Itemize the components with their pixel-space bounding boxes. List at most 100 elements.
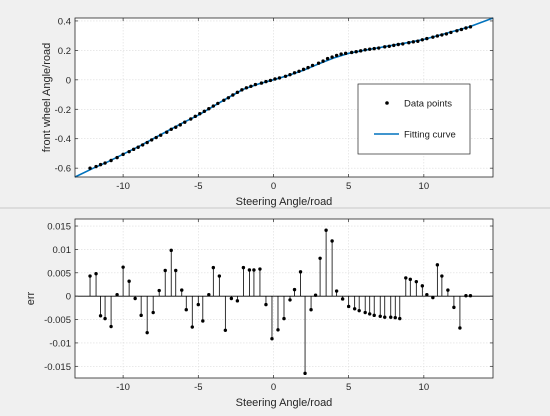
bottom-y-tick-label: 0.01	[53, 245, 72, 256]
err-stem-marker	[270, 337, 274, 341]
top-y-tick-label: -0.6	[55, 164, 71, 175]
bottom-axes-frame	[74, 218, 494, 379]
data-point	[325, 56, 330, 61]
data-point	[372, 46, 376, 51]
err-stem-marker	[247, 268, 252, 272]
err-stem-marker	[98, 314, 103, 318]
data-point	[301, 67, 306, 72]
bottom-x-tick-label: 10	[419, 382, 430, 393]
err-stem-marker	[398, 316, 402, 321]
data-point	[297, 69, 301, 73]
err-stem-marker	[163, 268, 167, 273]
data-point	[154, 135, 158, 140]
data-point	[103, 161, 107, 165]
data-point	[136, 145, 140, 149]
top-x-tick-label: -5	[194, 181, 202, 192]
data-point	[249, 84, 253, 89]
top-y-axis-label: front wheel Angle/road	[41, 43, 53, 152]
err-stem-marker	[420, 284, 425, 288]
data-point	[363, 48, 367, 52]
data-point	[358, 49, 363, 53]
top-x-tick-label: 5	[346, 181, 351, 192]
data-point	[159, 133, 163, 137]
err-stem-marker	[288, 298, 292, 302]
bottom-x-tick-label: 5	[346, 382, 351, 393]
top-y-tick-label: -0.4	[55, 134, 71, 145]
data-point	[253, 82, 258, 87]
err-stem-marker	[282, 316, 286, 321]
err-stem-marker	[174, 268, 178, 273]
top-axes[interactable]: -10 -5 0 5 10 -0.6 -0.4 -0.2 0 0.2 0.4 Steering An…	[41, 16, 494, 208]
data-point	[316, 61, 321, 65]
err-stem-marker	[103, 316, 107, 321]
err-stem-marker	[88, 274, 92, 278]
data-point	[183, 120, 187, 124]
data-point	[145, 140, 149, 145]
err-stem-marker	[414, 279, 419, 284]
err-stem-marker	[115, 293, 119, 297]
data-point	[292, 71, 297, 75]
data-point	[377, 46, 381, 50]
err-stem-marker	[452, 305, 456, 310]
err-stem-marker	[324, 228, 328, 232]
data-point	[216, 101, 220, 106]
err-stem-marker	[404, 276, 408, 280]
data-point	[468, 25, 473, 29]
data-point	[401, 42, 405, 46]
err-stem-marker	[223, 328, 228, 332]
err-stem-marker	[169, 248, 173, 253]
data-point	[283, 74, 288, 79]
data-point	[411, 40, 416, 44]
data-point	[127, 149, 131, 154]
top-axes-ticks: -10 -5 0 5 10 -0.6 -0.4 -0.2 0 0.2 0.4	[55, 16, 493, 192]
legend-data-points-marker	[385, 101, 389, 105]
data-point	[440, 33, 444, 37]
top-y-tick-label: 0.4	[58, 16, 71, 27]
err-stem-marker	[352, 307, 357, 311]
data-point	[178, 123, 182, 127]
data-point	[392, 43, 396, 48]
err-stem-marker	[211, 265, 216, 270]
legend[interactable]: Data points Fitting curve	[357, 83, 471, 155]
err-stem-marker	[408, 277, 413, 282]
err-stem-marker	[292, 287, 297, 292]
err-stem-marker	[383, 315, 387, 319]
err-stem-marker	[190, 325, 194, 329]
err-stem-marker	[389, 315, 393, 319]
data-point	[115, 155, 119, 160]
err-stem-marker	[298, 270, 303, 274]
data-point	[425, 36, 429, 41]
err-stem-marker	[378, 314, 382, 318]
data-point	[387, 44, 391, 48]
data-point	[306, 65, 310, 70]
err-stem-marker	[276, 328, 280, 332]
err-stem-marker	[139, 313, 143, 318]
err-stem-marker	[196, 302, 200, 307]
data-point	[244, 86, 249, 90]
top-y-tick-label: 0	[66, 75, 71, 86]
data-point	[165, 130, 169, 134]
err-stem-marker	[368, 312, 372, 316]
err-stem-marker	[157, 288, 161, 293]
data-point	[202, 109, 207, 114]
bottom-y-tick-label: 0	[66, 292, 71, 303]
bottom-y-tick-label: -0.015	[44, 362, 71, 373]
data-point	[455, 29, 459, 33]
data-point	[121, 152, 125, 157]
err-stem-series	[75, 228, 493, 376]
err-stem-marker	[346, 304, 351, 309]
err-stem-marker	[258, 267, 262, 271]
bottom-x-axis-label: Steering Angle/road	[236, 397, 333, 409]
data-point	[94, 164, 98, 169]
bottom-y-axis-label: err	[25, 291, 37, 305]
bottom-axes[interactable]: -10 -5 0 5 10 -0.015 -0.01 -0.005 0 0.005 0.01 0.01…	[25, 218, 494, 409]
data-point	[169, 127, 173, 131]
err-stem-marker	[446, 288, 450, 292]
err-stem-marker	[431, 295, 435, 300]
data-point	[343, 51, 348, 56]
legend-box	[357, 83, 471, 155]
err-stem-marker	[151, 310, 155, 315]
data-point	[231, 93, 235, 97]
err-stem-marker	[241, 265, 246, 270]
err-stem-marker	[94, 272, 98, 276]
